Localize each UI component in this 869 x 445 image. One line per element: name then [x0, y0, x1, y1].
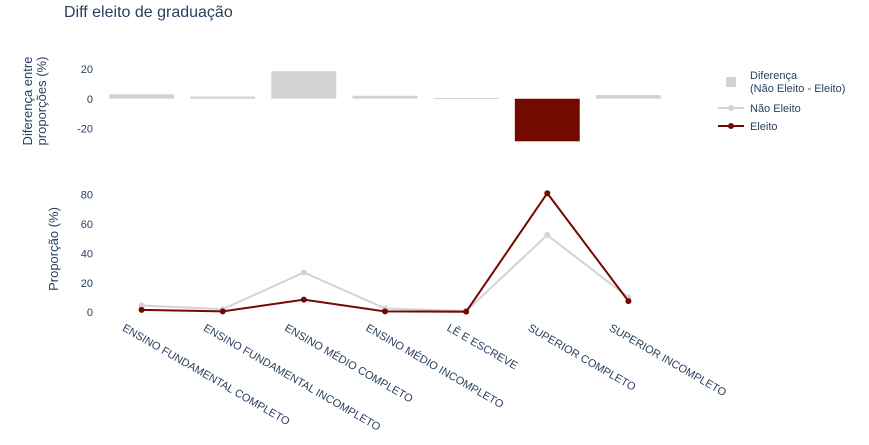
x-tick-label-ensino-fundamental-completo: ENSINO FUNDAMENTAL COMPLETO — [120, 322, 292, 428]
legend-label-line: Eleito — [750, 121, 778, 133]
legend-label-line: Diferença — [750, 70, 798, 82]
point-eleito-le-e-escreve — [463, 308, 470, 315]
legend-label-line: (Não Eleito - Eleito) — [750, 83, 845, 95]
legend-label-diferenca: Diferença (Não Eleito - Eleito) — [750, 70, 845, 95]
diff-y-tick-label: -20 — [77, 124, 93, 136]
diff-bar-ensino-medio-completo — [271, 71, 337, 99]
legend: Diferença (Não Eleito - Eleito) Não Eleito… — [718, 70, 845, 133]
proportion-y-tick-label: 40 — [81, 248, 93, 260]
proportion-y-tick-label: 60 — [81, 219, 93, 231]
point-nao-eleito-superior-completo — [544, 232, 551, 239]
point-eleito-ensino-fundamental-incompleto — [219, 308, 226, 315]
legend-label-nao-eleito: Não Eleito — [750, 103, 801, 115]
point-eleito-ensino-fundamental-completo — [138, 306, 145, 313]
proportion-y-axis-title: Proporção (%) — [46, 207, 61, 291]
point-eleito-superior-incompleto — [625, 298, 632, 305]
legend-marker-nao-eleito — [728, 105, 734, 111]
diff-bar-superior-incompleto — [595, 95, 661, 99]
diff-y-tick-label: 20 — [81, 64, 93, 76]
diff-bar-ensino-fundamental-incompleto — [190, 96, 256, 99]
x-tick-label-le-e-escreve: LÊ E ESCREVE — [445, 321, 520, 372]
series-line-nao-eleito — [141, 233, 630, 312]
legend-swatch-diferenca — [726, 77, 736, 87]
legend-marker-eleito — [728, 123, 734, 129]
legend-label-eleito: Eleito — [750, 121, 778, 133]
diff-bar-ensino-fundamental-completo — [109, 94, 175, 99]
x-tick-label-ensino-medio-incompleto: ENSINO MÉDIO INCOMPLETO — [364, 321, 507, 411]
diff-bar-le-e-escreve — [433, 98, 499, 100]
proportion-y-tick-label: 0 — [87, 307, 93, 319]
point-nao-eleito-ensino-medio-completo — [300, 269, 307, 276]
legend-label-line: Não Eleito — [750, 103, 801, 115]
diff-y-axis-title: Diferença entreproporções (%) — [20, 57, 49, 146]
point-eleito-superior-completo — [544, 190, 551, 197]
proportion-y-tick-label: 20 — [81, 278, 93, 290]
diff-y-axis-title-line: Diferença entre — [20, 57, 35, 146]
diff-bar-chart: 20 0 -20 Diferença entreproporções (%) — [20, 57, 661, 146]
diff-bar-ensino-medio-incompleto — [352, 95, 418, 99]
x-tick-label-ensino-medio-completo: ENSINO MÉDIO COMPLETO — [282, 321, 415, 405]
diff-y-tick-label: 0 — [87, 94, 93, 106]
chart-title: Diff eleito de graduação — [64, 4, 233, 21]
proportion-line-chart: 80 60 40 20 0 Proporção (%) ENSINO FUNDAMENTAL… — [46, 190, 729, 434]
series-line-eleito — [141, 191, 630, 313]
point-eleito-ensino-medio-completo — [300, 296, 307, 303]
point-nao-eleito-ensino-fundamental-completo — [138, 302, 145, 309]
proportion-y-tick-label: 80 — [81, 190, 93, 202]
diff-bar-superior-completo — [514, 98, 580, 142]
point-eleito-ensino-medio-incompleto — [382, 308, 388, 315]
diff-y-axis-title-line: proporções (%) — [34, 57, 49, 146]
